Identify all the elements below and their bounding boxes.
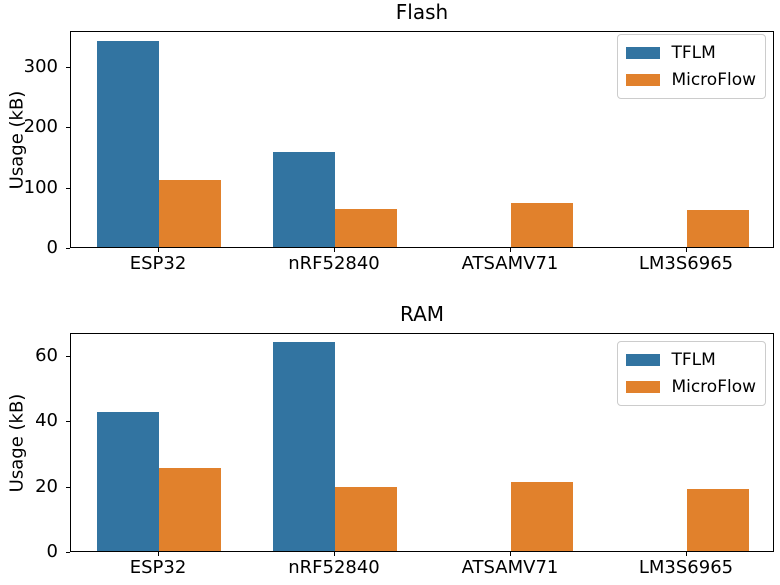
- legend-entry-tflm: TFLM: [626, 41, 756, 65]
- legend-swatch-tflm: [626, 354, 661, 366]
- y-tick-mark: [66, 67, 70, 69]
- y-axis-label: Usage (kB): [6, 90, 28, 189]
- y-tick-label: 40: [35, 410, 58, 432]
- flash-chart: Flash Usage (kB) TFLM MicroFlow 0 100 200 30…: [0, 0, 780, 292]
- legend-label: MicroFlow: [671, 70, 756, 90]
- x-tick-mark: [158, 552, 159, 556]
- y-tick-mark: [66, 187, 70, 189]
- x-tick-mark: [510, 552, 511, 556]
- y-tick-mark: [66, 552, 70, 553]
- legend-swatch-microflow: [626, 74, 661, 86]
- x-tick-mark: [686, 248, 687, 252]
- legend-label: TFLM: [671, 43, 716, 63]
- y-tick-label: 300: [23, 56, 58, 78]
- chart-title: RAM: [399, 302, 445, 326]
- bar-microflow-lm3s6965: [687, 209, 749, 247]
- y-tick-label: 200: [23, 116, 58, 138]
- y-tick-mark: [66, 486, 70, 488]
- y-tick-mark: [66, 127, 70, 129]
- y-tick-mark: [66, 248, 70, 249]
- y-tick-label: 0: [46, 541, 58, 562]
- x-tick-label: ESP32: [129, 253, 187, 274]
- x-tick-label: ATSAMV71: [461, 557, 559, 578]
- bar-microflow-esp32: [159, 180, 221, 247]
- y-tick-label: 20: [35, 475, 58, 497]
- bar-microflow-nrf52840: [335, 209, 397, 247]
- legend-swatch-microflow: [626, 381, 661, 393]
- legend-entry-tflm: TFLM: [626, 348, 756, 372]
- bar-microflow-esp32: [159, 467, 221, 551]
- y-tick-mark: [66, 421, 70, 423]
- chart-title: Flash: [395, 0, 449, 24]
- x-tick-mark: [158, 248, 159, 252]
- x-tick-mark: [686, 552, 687, 556]
- x-tick-mark: [334, 248, 335, 252]
- x-tick-mark: [510, 248, 511, 252]
- y-tick-label: 60: [35, 344, 58, 366]
- legend-entry-microflow: MicroFlow: [626, 375, 756, 399]
- legend-entry-microflow: MicroFlow: [626, 68, 756, 92]
- bar-microflow-atsamv71: [511, 203, 573, 247]
- bar-microflow-lm3s6965: [687, 488, 749, 551]
- bar-tflm-esp32: [97, 411, 159, 551]
- bar-tflm-nrf52840: [273, 342, 335, 551]
- bar-tflm-nrf52840: [273, 151, 335, 247]
- y-tick-mark: [66, 355, 70, 357]
- x-tick-label: nRF52840: [288, 557, 380, 578]
- legend-label: TFLM: [671, 350, 716, 370]
- x-tick-label: LM3S6965: [638, 557, 734, 578]
- x-tick-mark: [334, 552, 335, 556]
- y-tick-label: 0: [46, 237, 58, 258]
- bar-microflow-nrf52840: [335, 487, 397, 551]
- x-tick-label: LM3S6965: [638, 253, 734, 274]
- bar-microflow-atsamv71: [511, 482, 573, 551]
- y-tick-label: 100: [23, 176, 58, 198]
- legend-swatch-tflm: [626, 47, 661, 59]
- x-tick-label: nRF52840: [288, 253, 380, 274]
- legend: TFLM MicroFlow: [617, 34, 766, 99]
- ram-chart: RAM Usage (kB) TFLM MicroFlow 0 20 40 60 ESP3…: [0, 292, 780, 585]
- x-tick-label: ESP32: [129, 557, 187, 578]
- bar-tflm-esp32: [97, 41, 159, 247]
- legend: TFLM MicroFlow: [617, 341, 766, 406]
- legend-label: MicroFlow: [671, 377, 756, 397]
- x-tick-label: ATSAMV71: [461, 253, 559, 274]
